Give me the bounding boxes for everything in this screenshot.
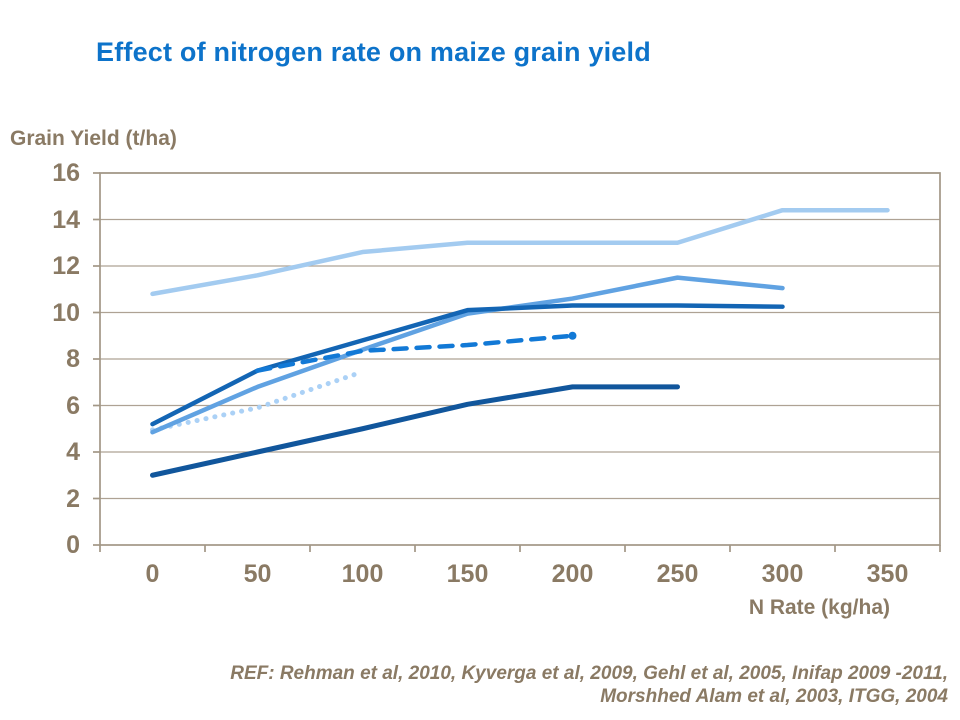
y-tick-label: 10 [52, 298, 80, 327]
y-tick-label: 2 [66, 484, 80, 513]
y-tick-label: 6 [66, 391, 80, 420]
series-dashed-blue-end-dot [568, 331, 577, 340]
y-axis-title: Grain Yield (t/ha) [10, 127, 177, 150]
series-light-blue-solid [150, 207, 890, 297]
x-tick-label: 0 [145, 560, 160, 588]
x-axis-title: N Rate (kg/ha) [748, 596, 890, 619]
series-dark-navy-solid [150, 384, 680, 478]
reference-line-2: Morshhed Alam et al, 2003, ITGG, 2004 [600, 686, 948, 707]
x-tick-label: 150 [446, 560, 489, 588]
x-tick-label: 50 [243, 560, 272, 588]
reference-text: REF: Rehman et al, 2010, Kyverga et al, … [88, 662, 948, 708]
y-tick-label: 8 [66, 345, 80, 373]
y-tick-label: 12 [52, 252, 80, 280]
chart-title: Effect of nitrogen rate on maize grain y… [96, 37, 651, 67]
y-tick-label: 0 [66, 531, 80, 559]
y-tick-label: 14 [52, 205, 80, 234]
x-tick-label: 100 [341, 560, 384, 588]
y-tick-label: 16 [52, 159, 80, 187]
series-sky-blue-solid [150, 275, 785, 435]
series-dashed-blue [255, 333, 575, 373]
y-tick-label: 4 [66, 438, 80, 466]
x-tick-label: 200 [551, 560, 594, 588]
x-tick-label: 350 [866, 560, 909, 588]
series-dotted-light-blue [150, 369, 365, 433]
reference-line-1: REF: Rehman et al, 2010, Kyverga et al, … [230, 663, 948, 684]
x-tick-label: 300 [761, 560, 804, 588]
x-tick-label: 250 [656, 560, 699, 588]
